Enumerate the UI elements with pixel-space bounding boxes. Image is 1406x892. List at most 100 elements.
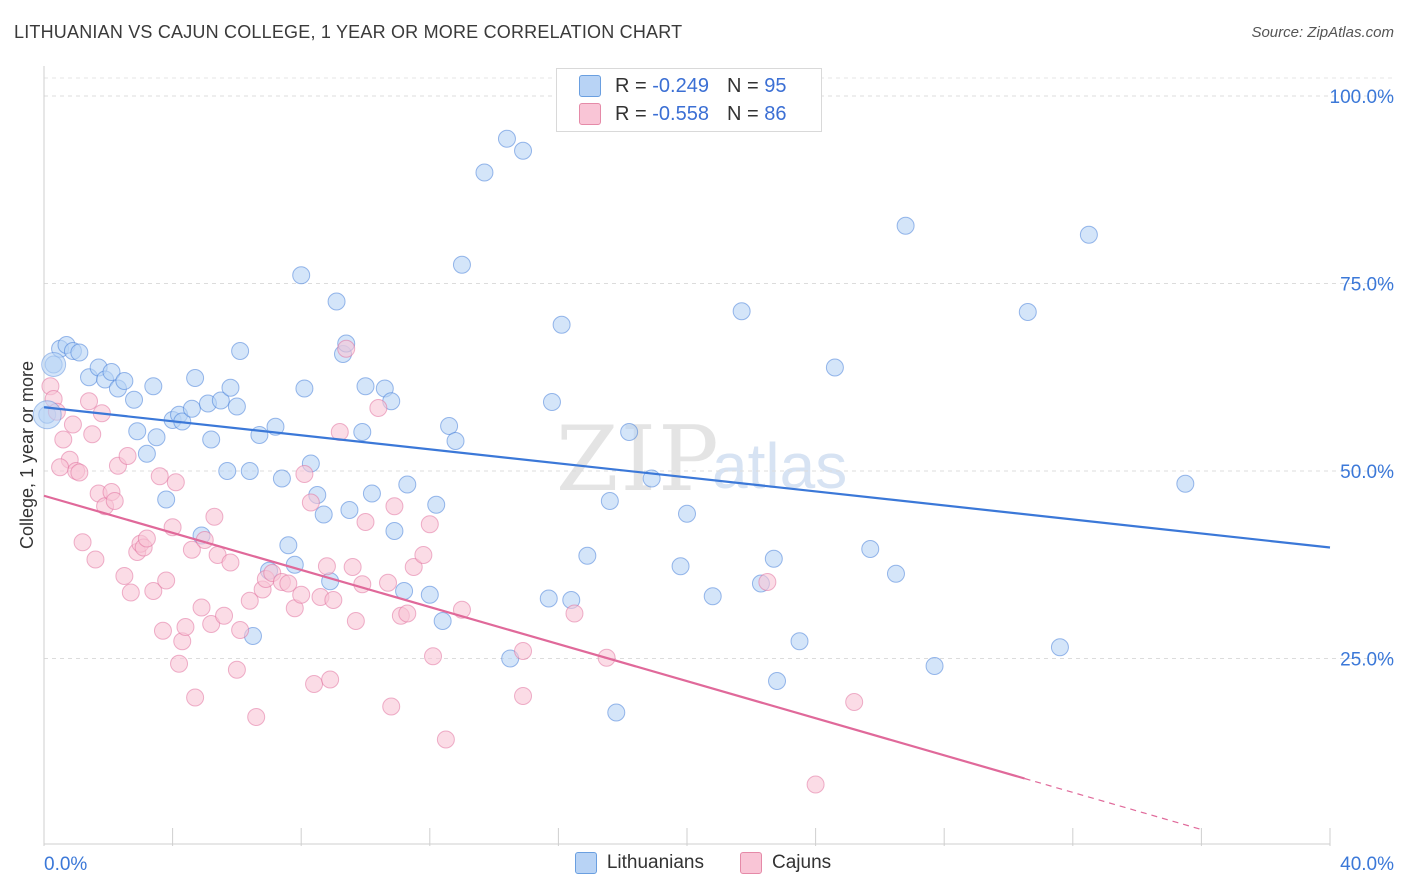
point-cajuns	[118, 447, 137, 465]
series-swatch-lithuanians	[574, 852, 597, 874]
point-lithuanians	[607, 703, 626, 722]
point-lithuanians	[896, 216, 915, 235]
point-lithuanians	[398, 475, 417, 494]
point-lithuanians	[1018, 303, 1037, 321]
point-lithuanians	[115, 372, 134, 390]
point-cajuns	[182, 540, 201, 559]
point-lithuanians	[218, 462, 237, 480]
point-cajuns	[436, 730, 455, 749]
point-cajuns	[121, 583, 140, 602]
point-lithuanians	[600, 492, 619, 510]
point-cajuns	[170, 654, 189, 673]
point-lithuanians	[102, 363, 121, 381]
point-lithuanians	[147, 428, 166, 447]
point-lithuanians	[385, 522, 404, 540]
legend-r-value: -0.558	[652, 102, 709, 125]
point-lithuanians	[514, 141, 533, 160]
point-cajuns	[279, 574, 298, 593]
legend-swatch-lithuanians	[579, 75, 601, 97]
point-cajuns	[379, 573, 398, 592]
point-lithuanians	[137, 444, 156, 463]
legend-n-label: N =	[726, 74, 759, 97]
legend-r-label: R =	[615, 74, 647, 97]
point-cajuns	[105, 492, 124, 510]
point-cajuns	[420, 515, 439, 534]
point-lithuanians	[732, 302, 751, 321]
point-lithuanians	[1176, 474, 1195, 493]
point-lithuanians	[240, 462, 259, 480]
point-lithuanians	[764, 549, 783, 568]
point-cajuns	[73, 533, 92, 552]
point-cajuns	[186, 688, 205, 707]
point-lithuanians	[356, 377, 375, 396]
y-tick-label: 25.0%	[1340, 650, 1394, 671]
point-lithuanians	[497, 129, 516, 148]
point-cajuns	[240, 591, 259, 610]
point-cajuns	[301, 493, 320, 512]
point-cajuns	[758, 573, 777, 591]
point-cajuns	[166, 473, 185, 492]
point-lithuanians	[327, 292, 346, 311]
point-lithuanians	[182, 399, 201, 418]
point-lithuanians	[125, 390, 144, 409]
y-tick-label: 75.0%	[1340, 275, 1394, 296]
point-lithuanians	[703, 587, 722, 606]
point-lithuanians	[231, 342, 250, 360]
point-cajuns	[324, 591, 343, 609]
point-lithuanians	[157, 490, 176, 509]
point-cajuns	[192, 598, 211, 617]
point-cajuns	[514, 687, 533, 705]
y-axis-label: College, 1 year or more	[17, 361, 37, 549]
point-lithuanians	[70, 343, 89, 362]
point-cajuns	[63, 415, 82, 434]
point-cajuns	[404, 558, 423, 576]
point-lithuanians	[861, 540, 880, 558]
legend-row-lithuanians: R = -0.249 N = 95	[579, 73, 786, 99]
point-cajuns	[144, 582, 163, 600]
point-cajuns	[343, 558, 362, 576]
point-lithuanians	[925, 657, 944, 675]
point-cajuns	[115, 567, 134, 585]
point-lithuanians	[272, 469, 291, 488]
point-cajuns	[86, 550, 105, 569]
point-lithuanians	[292, 266, 311, 285]
point-cajuns	[70, 463, 89, 482]
point-lithuanians	[539, 589, 558, 608]
point-cajuns	[153, 621, 172, 640]
point-lithuanians	[340, 501, 359, 519]
point-cajuns	[227, 660, 246, 679]
point-lithuanians	[886, 564, 905, 583]
point-cajuns	[369, 399, 388, 417]
point-lithuanians	[221, 378, 240, 397]
point-lithuanians	[295, 379, 314, 398]
series-label-lithuanians: Lithuanians	[606, 852, 705, 873]
point-cajuns	[317, 557, 336, 576]
point-cajuns	[295, 465, 314, 483]
chart-title: LITHUANIAN VS CAJUN COLLEGE, 1 YEAR OR M…	[14, 22, 683, 42]
point-cajuns	[845, 693, 864, 711]
point-cajuns	[565, 604, 584, 623]
point-lithuanians	[144, 377, 163, 396]
x-tick-label: 40.0%	[1340, 854, 1394, 875]
point-lithuanians	[446, 432, 465, 450]
series-swatch-cajuns	[740, 852, 763, 874]
legend-n-value: 95	[764, 74, 787, 97]
point-lithuanians	[227, 397, 246, 416]
y-tick-label: 50.0%	[1340, 462, 1394, 483]
point-lithuanians	[620, 423, 639, 441]
point-cajuns	[137, 529, 156, 548]
x-tick-label: 0.0%	[44, 854, 87, 875]
series-legend: Lithuanians Cajuns	[0, 852, 1406, 874]
series-label-cajuns: Cajuns	[772, 852, 832, 873]
point-cajuns	[305, 675, 324, 693]
point-lithuanians	[578, 546, 597, 565]
legend-r-label: R =	[615, 102, 647, 125]
point-lithuanians	[427, 495, 446, 514]
series-legend-cajuns: Cajuns	[740, 852, 831, 874]
y-tick-label: 100.0%	[1330, 87, 1395, 108]
point-cajuns	[83, 425, 102, 444]
point-lithuanians	[671, 557, 690, 576]
point-cajuns	[215, 606, 234, 625]
point-lithuanians	[128, 422, 147, 441]
point-cajuns	[424, 647, 443, 666]
